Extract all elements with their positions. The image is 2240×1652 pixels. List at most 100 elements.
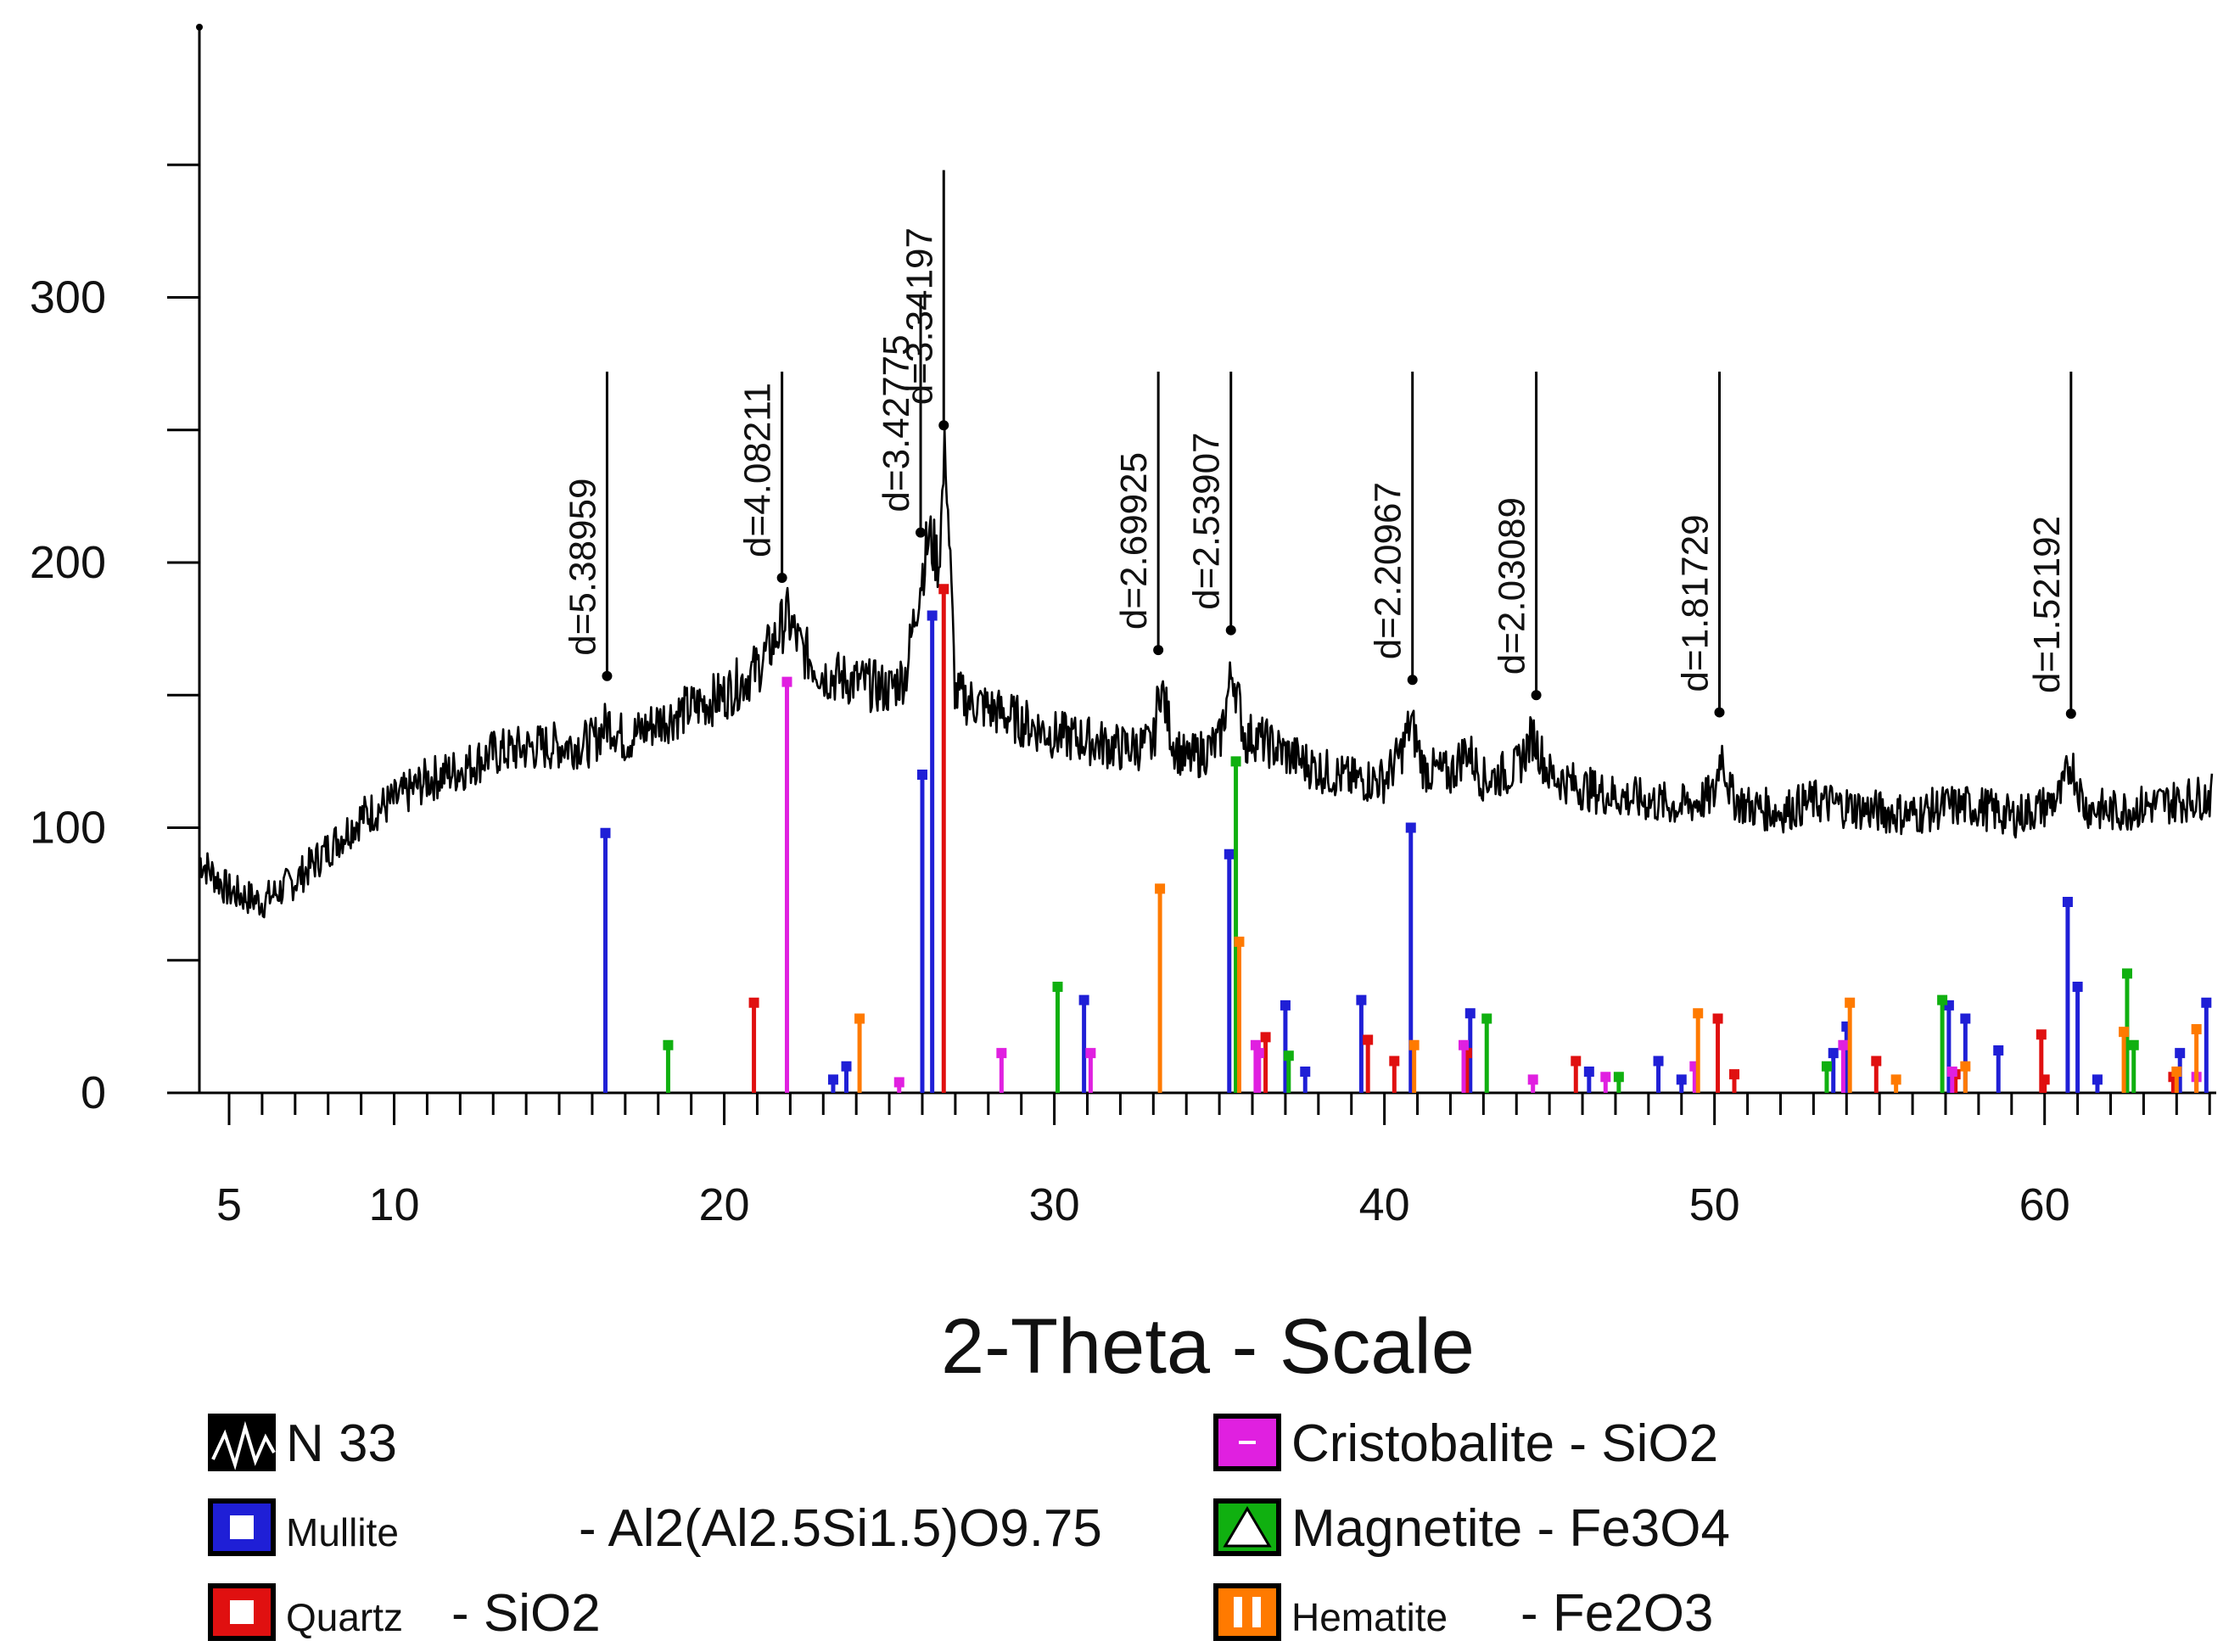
reference-stick-marker [827,1074,838,1085]
d-spacing-label: d=3.34197 [899,227,940,405]
legend-label: N 33 [286,1414,397,1473]
reference-stick-marker [2175,1048,2186,1059]
reference-stick-marker [2119,1027,2130,1038]
reference-stick-marker [1155,883,1166,894]
reference-stick-marker [996,1048,1007,1059]
y-tick-label: 200 [30,537,106,588]
d-spacing-peak-marker [602,670,613,681]
reference-stick-marker [2171,1067,2182,1077]
reference-stick-marker [1946,1067,1957,1077]
reference-stick-marker [748,997,759,1008]
legend-label: Magnetite - Fe3O4 [1291,1499,1730,1558]
reference-stick-marker [2191,1024,2202,1034]
reference-stick-marker [1085,1048,1096,1059]
reference-stick-marker [1693,1008,1704,1019]
reference-stick-marker [1993,1045,2004,1056]
x-axis-title: 2-Theta - Scale [941,1303,1475,1390]
diffraction-pattern-line [198,427,2214,919]
d-spacing-label: d=4.08211 [737,383,779,557]
x-tick-label: 20 [699,1179,750,1230]
reference-stick-marker [1821,1061,1832,1072]
reference-stick-marker [927,610,938,621]
reference-stick-marker [1230,756,1241,767]
reference-stick-marker [1937,994,1948,1005]
d-spacing-label: d=5.38959 [562,479,603,656]
reference-stick-marker [1676,1074,1687,1085]
d-spacing-label: d=2.20967 [1368,482,1409,659]
reference-stick-marker [2062,897,2073,907]
d-spacing-label: d=3.42775 [876,334,917,512]
d-spacing-peak-marker [1153,645,1164,656]
legend-label: Hematite [1291,1595,1448,1639]
legend-pattern-icon [211,1420,276,1470]
reference-stick-marker [2072,982,2083,992]
reference-series-quartz [748,584,2179,1093]
legend-square-inner [230,1600,254,1624]
d-spacing-peak-marker [1531,690,1542,701]
reference-stick-marker [2092,1074,2103,1085]
reference-stick-marker [1712,1013,1723,1024]
reference-stick-marker [781,676,792,687]
legend-entry: Mullite - Al2(Al2.5Si1.5)O9.75 [208,1498,1102,1558]
legend: N 33 Cristobalite - SiO2 Mullite - Al2(Al2.… [208,1414,1730,1643]
reference-stick-marker [1078,994,1089,1005]
reference-stick-marker [663,1039,674,1050]
legend-bar-inner [1252,1597,1261,1627]
reference-stick-marker [1613,1072,1624,1083]
reference-stick-marker [1890,1074,1901,1085]
d-spacing-label: d=2.53907 [1186,432,1228,609]
d-spacing-peak-marker [1225,624,1236,636]
reference-stick-marker [2039,1074,2050,1085]
reference-stick-marker [1253,1048,1264,1059]
legend-square-inner [230,1515,254,1539]
legend-dash-inner [1239,1441,1256,1444]
reference-stick-marker [1052,982,1063,992]
legend-entry: Hematite - Fe2O3 [1213,1583,1713,1643]
d-spacing-peak-marker [1407,675,1418,686]
x-tick-label: 30 [1029,1179,1080,1230]
reference-stick-marker [1845,997,1856,1008]
d-spacing-peak-marker [2065,708,2076,720]
reference-stick-marker [1408,1039,1420,1050]
reference-stick-marker [2121,968,2132,979]
legend-entry: Magnetite - Fe3O4 [1213,1498,1730,1558]
reference-stick-marker [1224,848,1235,860]
reference-stick-marker [1838,1039,1849,1050]
x-tick-label: 40 [1359,1179,1410,1230]
reference-stick-marker [1481,1013,1492,1024]
x-tick-label: 60 [2019,1179,2070,1230]
d-spacing-label: d=2.03089 [1492,497,1533,675]
reference-stick-marker [1571,1056,1582,1067]
reference-stick-marker [854,1013,865,1024]
reference-stick-marker [1828,1048,1839,1059]
reference-stick-marker [1960,1013,1971,1024]
reference-stick-marker [1250,1039,1261,1050]
reference-stick-marker [893,1077,904,1088]
reference-stick-marker [841,1061,852,1072]
reference-stick-marker [1960,1061,1971,1072]
legend-entry: Quartz - SiO2 [208,1583,601,1643]
legend-label: Cristobalite - SiO2 [1291,1414,1718,1473]
legend-entry: N 33 [208,1414,397,1473]
d-spacing-peak-marker [1714,707,1725,718]
reference-stick-marker [1300,1067,1311,1077]
reference-stick-marker [1653,1056,1664,1067]
legend-triangle-icon [1223,1506,1272,1548]
d-spacing-label: d=1.52192 [2026,516,2068,693]
legend-formula: - Fe2O3 [1520,1584,1713,1643]
reference-stick-marker [1583,1067,1594,1077]
reference-stick-marker [1234,936,1245,947]
x-tick-label: 5 [216,1179,242,1230]
legend-label: Quartz [286,1595,403,1639]
reference-stick-marker [1729,1069,1740,1080]
d-spacing-peak-marker [916,527,927,538]
reference-stick-marker [1363,1034,1374,1045]
y-tick-label: 300 [30,272,106,323]
reference-stick-marker [1600,1072,1611,1083]
reference-stick-marker [1459,1039,1470,1050]
x-tick-label: 10 [368,1179,419,1230]
legend-bars-icon [1218,1588,1276,1636]
y-tick-label: 0 [81,1067,106,1118]
d-spacing-label: d=1.81729 [1675,514,1716,692]
